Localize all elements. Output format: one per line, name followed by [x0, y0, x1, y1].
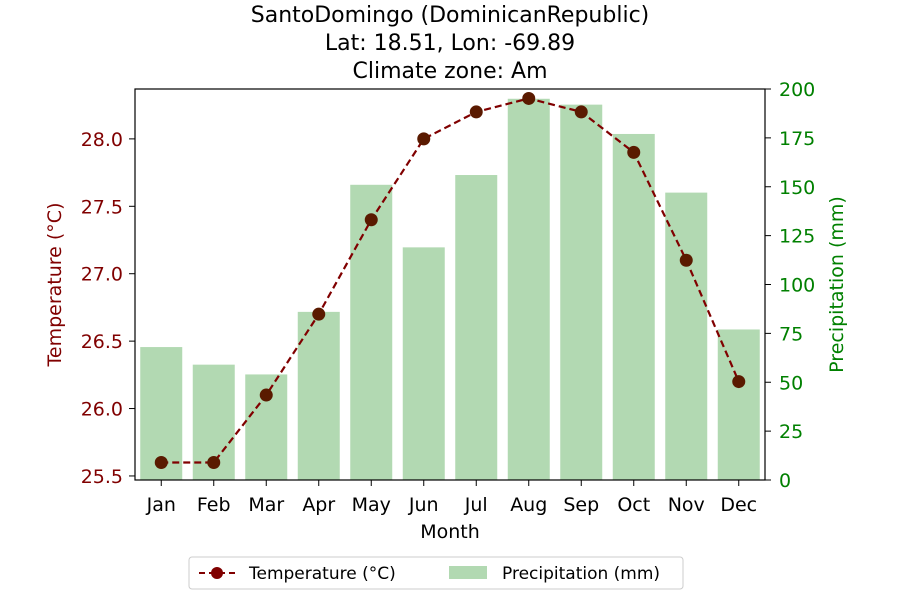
right-axis-title: Precipitation (mm) — [826, 196, 848, 373]
x-tick-label: Sep — [563, 494, 599, 516]
right-tick-label: 0 — [779, 470, 791, 492]
left-tick-label: 27.0 — [81, 264, 123, 286]
x-tick-label: May — [352, 494, 391, 516]
temp-point-jun — [417, 132, 431, 146]
x-tick-label: Dec — [720, 494, 757, 516]
title-line-location: SantoDomingo (DominicanRepublic) — [251, 3, 650, 28]
right-tick-label: 25 — [779, 421, 803, 443]
right-tick-label: 125 — [779, 226, 815, 248]
x-tick-label: Feb — [197, 494, 231, 516]
x-tick-label: Jul — [464, 494, 488, 516]
temp-point-oct — [627, 145, 641, 159]
precip-bar-dec — [717, 329, 760, 480]
right-tick-label: 150 — [779, 177, 815, 199]
left-axis-title: Temperature (°C) — [44, 203, 66, 368]
temp-point-sep — [574, 105, 588, 119]
temp-point-dec — [732, 375, 746, 389]
left-tick-label: 28.0 — [81, 129, 123, 151]
right-tick-label: 100 — [779, 275, 815, 297]
x-axis-title: Month — [420, 521, 480, 543]
temp-point-aug — [522, 91, 536, 105]
temp-point-may — [364, 213, 378, 227]
right-tick-label: 175 — [779, 128, 815, 150]
precip-bar-aug — [507, 98, 550, 481]
temperature-line — [154, 91, 746, 469]
precipitation-bars — [140, 98, 760, 481]
left-tick-label: 25.5 — [81, 466, 123, 488]
precip-bar-apr — [297, 311, 340, 480]
precip-bar-jul — [455, 175, 498, 480]
legend-temperature-marker — [211, 567, 223, 579]
legend-precipitation-label: Precipitation (mm) — [502, 564, 660, 584]
legend: Temperature (°C) Precipitation (mm) — [188, 556, 684, 590]
precip-bar-may — [350, 184, 393, 481]
right-tick-label: 50 — [779, 372, 803, 394]
x-tick-label: Jan — [146, 494, 176, 516]
precip-bar-oct — [612, 133, 655, 480]
chart-title: SantoDomingo (DominicanRepublic) Lat: 18… — [251, 3, 650, 84]
x-tick-label: Apr — [302, 494, 335, 516]
temp-point-feb — [207, 455, 221, 469]
precip-bar-jun — [402, 247, 445, 480]
temperature-axis: 25.5 26.0 26.5 27.0 27.5 28.0 — [81, 129, 135, 488]
precip-bar-nov — [665, 192, 708, 481]
legend-box — [188, 556, 684, 590]
right-tick-label: 200 — [779, 79, 815, 101]
temp-point-jan — [154, 455, 168, 469]
temp-point-mar — [259, 388, 273, 402]
legend-temperature-label: Temperature (°C) — [248, 564, 396, 584]
x-tick-label: Oct — [617, 494, 650, 516]
month-axis: Jan Feb Mar Apr May Jun Jul Aug Sep Oct Nov Dec — [146, 480, 757, 516]
temperature-line-path — [161, 97, 740, 464]
precip-bar-sep — [560, 104, 603, 480]
x-tick-label: Nov — [668, 494, 705, 516]
left-tick-label: 27.5 — [81, 196, 123, 218]
legend-precipitation-swatch — [449, 566, 487, 579]
left-tick-label: 26.0 — [81, 399, 123, 421]
left-tick-label: 26.5 — [81, 331, 123, 353]
x-tick-label: Aug — [510, 494, 547, 516]
temp-point-nov — [679, 253, 693, 267]
temp-point-apr — [312, 307, 326, 321]
title-line-coordinates: Lat: 18.51, Lon: -69.89 — [325, 31, 575, 56]
precipitation-axis: 0 25 50 75 100 125 150 175 200 — [765, 79, 815, 492]
x-tick-label: Jun — [408, 494, 439, 516]
temp-point-jul — [469, 105, 483, 119]
title-line-climate-zone: Climate zone: Am — [352, 59, 547, 84]
x-tick-label: Mar — [248, 494, 284, 516]
right-tick-label: 75 — [779, 323, 803, 345]
